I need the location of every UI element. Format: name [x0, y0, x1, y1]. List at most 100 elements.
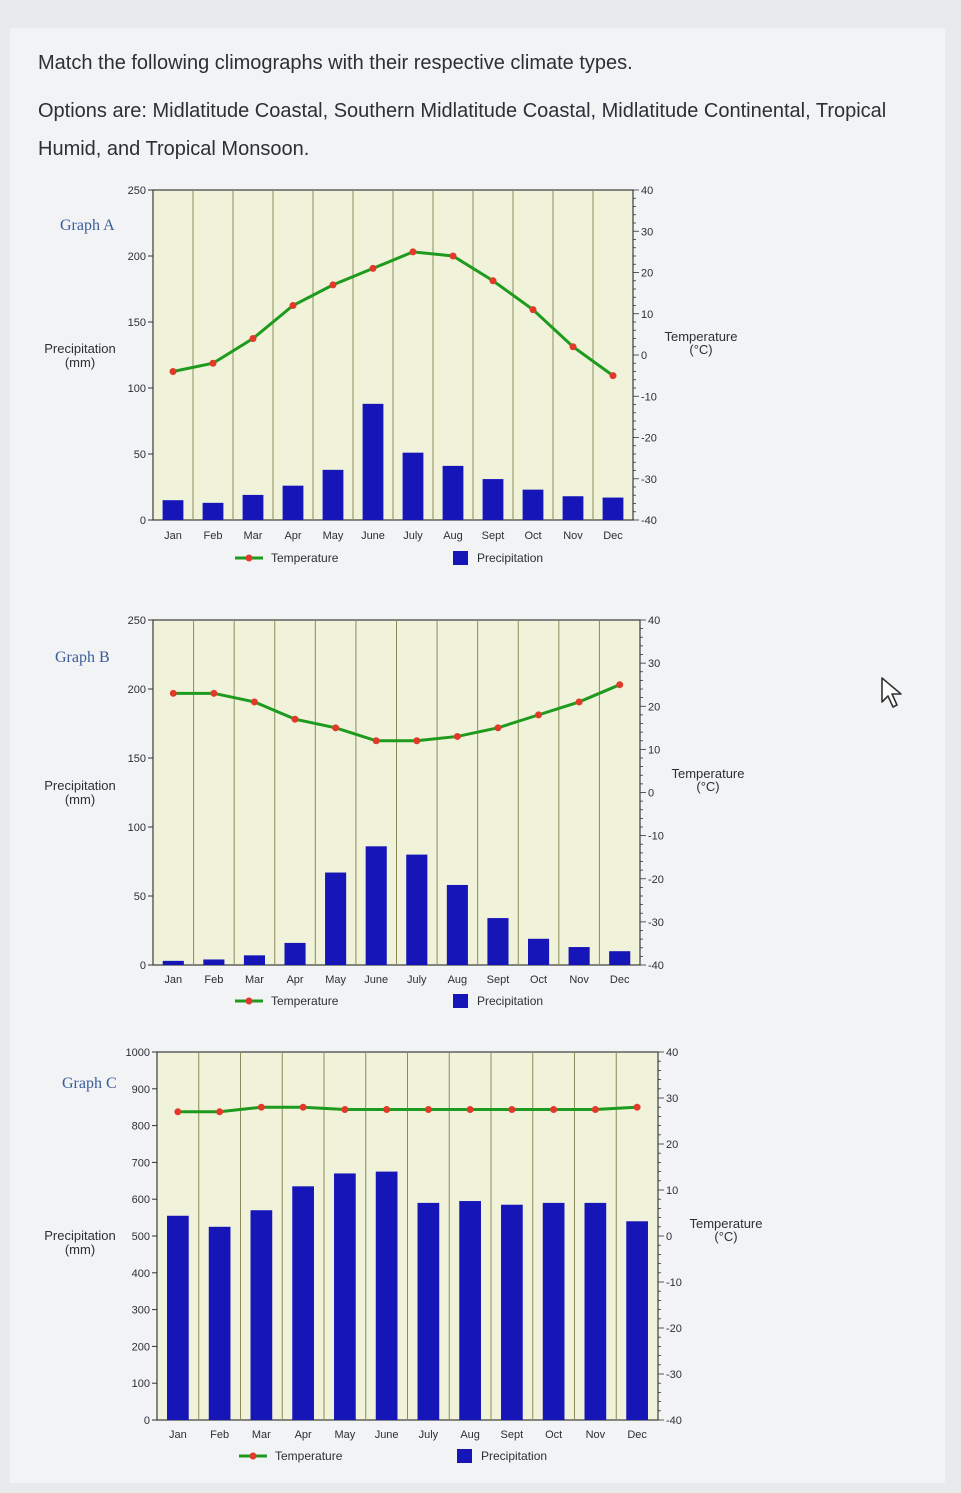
temperature-axis-title: Temperature	[672, 766, 745, 781]
legend-precipitation-swatch	[453, 551, 468, 565]
precipitation-bar	[292, 1186, 314, 1420]
precipitation-bar	[402, 452, 424, 520]
precipitation-bar	[459, 1201, 481, 1420]
legend-precipitation-label: Precipitation	[477, 994, 543, 1008]
precipitation-bar	[406, 854, 428, 965]
temperature-line	[172, 250, 614, 377]
temperature-axis-title: Temperature	[665, 329, 738, 344]
right-tick-label: -20	[648, 874, 664, 886]
precipitation-bar	[242, 494, 264, 520]
precipitation-bar	[167, 1215, 189, 1420]
month-label: Feb	[204, 974, 223, 986]
right-tick-label: -10	[648, 831, 664, 843]
month-label: Dec	[610, 974, 630, 986]
graph-label: Graph B	[55, 649, 110, 666]
question-line-1: Match the following climographs with the…	[38, 52, 633, 74]
month-label: May	[323, 530, 344, 542]
month-label: Sept	[487, 974, 510, 986]
left-tick-label: 50	[134, 449, 146, 461]
temperature-axis-title: (°C)	[696, 779, 719, 794]
right-tick-label: 10	[641, 309, 653, 321]
right-tick-label: -30	[648, 917, 664, 929]
left-tick-label: 300	[132, 1305, 150, 1317]
legend-temperature-label: Temperature	[271, 994, 339, 1008]
temperature-point	[169, 368, 177, 375]
legend-temperature-label: Temperature	[271, 551, 339, 565]
temperature-point	[257, 1103, 265, 1111]
precipitation-bar	[162, 500, 184, 520]
temperature-point	[169, 689, 177, 697]
precipitation-bar	[584, 1202, 607, 1420]
month-label: Mar	[244, 530, 263, 542]
right-tick-label: 10	[648, 744, 660, 756]
left-tick-label: 0	[140, 515, 146, 527]
precipitation-bar	[527, 938, 550, 965]
right-tick-label: 40	[666, 1047, 678, 1059]
right-tick-label: 30	[666, 1093, 678, 1105]
right-tick-label: 0	[641, 350, 647, 362]
left-tick-label: 1000	[126, 1047, 150, 1059]
right-tick-label: -30	[641, 474, 657, 486]
left-tick-label: 0	[144, 1415, 150, 1427]
temperature-point	[291, 715, 299, 723]
temperature-point	[449, 252, 457, 260]
left-tick-label: 150	[128, 753, 146, 765]
precipitation-bar	[162, 960, 184, 965]
temperature-axis-title: Temperature	[690, 1216, 763, 1231]
month-label: Feb	[210, 1429, 229, 1441]
month-label: Oct	[530, 974, 547, 986]
right-tick-label: -10	[666, 1277, 682, 1289]
month-label: Sept	[501, 1429, 524, 1441]
left-tick-label: 250	[128, 615, 146, 627]
precipitation-bar	[602, 497, 624, 520]
legend-precipitation-swatch	[453, 994, 468, 1008]
right-tick-label: 30	[641, 226, 653, 238]
precipitation-bar	[442, 465, 464, 520]
month-label: Nov	[569, 974, 589, 986]
month-label: Dec	[603, 530, 623, 542]
left-tick-label: 100	[132, 1378, 150, 1390]
month-label: July	[419, 1429, 439, 1441]
left-tick-label: 500	[132, 1231, 150, 1243]
left-tick-label: 100	[128, 822, 146, 834]
precipitation-bar	[626, 1221, 648, 1420]
left-tick-label: 0	[140, 960, 146, 972]
month-label: June	[364, 974, 388, 986]
right-tick-label: -30	[666, 1369, 682, 1381]
temperature-point	[383, 1106, 391, 1113]
precipitation-bar	[365, 846, 387, 965]
legend-precipitation-label: Precipitation	[477, 551, 543, 565]
left-tick-label: 250	[128, 185, 146, 197]
month-label: Oct	[524, 530, 541, 542]
temperature-point	[329, 281, 337, 289]
temperature-point	[174, 1108, 182, 1116]
graph-label: Graph C	[62, 1075, 117, 1092]
month-label: Oct	[545, 1429, 562, 1441]
month-label: June	[361, 530, 385, 542]
precipitation-axis-title: (mm)	[65, 1242, 95, 1257]
precipitation-bar	[568, 947, 590, 965]
temperature-point	[289, 302, 297, 309]
month-label: May	[325, 974, 346, 986]
legend-temperature-marker	[249, 1452, 257, 1460]
precipitation-axis-title: Precipitation	[44, 778, 116, 793]
temperature-point	[424, 1106, 432, 1113]
precipitation-bar	[362, 403, 384, 520]
temperature-line	[177, 1105, 638, 1114]
left-tick-label: 200	[128, 684, 146, 696]
month-label: Apr	[295, 1429, 312, 1441]
mouse-pointer-icon	[881, 677, 902, 708]
month-label: Aug	[460, 1429, 480, 1441]
right-tick-label: -20	[666, 1323, 682, 1335]
precipitation-bar	[501, 1204, 523, 1420]
temperature-point	[209, 359, 217, 367]
graph-label: Graph A	[60, 217, 115, 234]
temperature-point	[529, 306, 537, 314]
left-tick-label: 200	[132, 1341, 150, 1353]
precipitation-bar	[446, 884, 468, 965]
precipitation-bar	[282, 485, 304, 520]
temperature-point	[616, 681, 624, 689]
right-tick-label: -10	[641, 391, 657, 403]
month-label: Jan	[164, 530, 182, 542]
